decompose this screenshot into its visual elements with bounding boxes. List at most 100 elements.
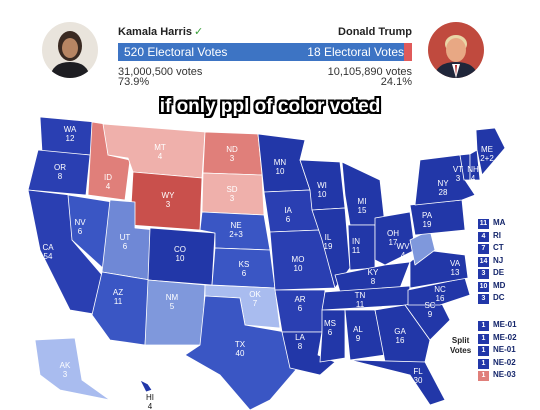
state-label-CA: CA (42, 243, 54, 252)
trump-name: Donald Trump (338, 26, 412, 38)
electoral-map: WA12OR8CA54NV6ID4MT4WY3UT6AZ11CO10NM5ND3… (27, 116, 506, 410)
small-state-CT: 7 CT (478, 243, 504, 255)
state-ev-TN: 11 (356, 300, 365, 309)
state-label-PA: PA (422, 211, 433, 220)
state-label-IN: IN (352, 237, 360, 246)
state-ev-AK: 3 (63, 370, 68, 379)
state-ev-TX: 40 (236, 349, 245, 358)
state-label-AK: AK (60, 361, 71, 370)
state-ev-IN: 11 (352, 246, 361, 255)
split-vote-district: NE-01 (493, 345, 516, 354)
state-NM (144, 279, 206, 346)
state-label-KY: KY (368, 268, 379, 277)
state-ev-WY: 3 (166, 200, 171, 209)
state-ev-UT: 6 (123, 242, 128, 251)
caption-banner: if only ppl of color voted (159, 96, 381, 117)
state-ev-CA: 54 (44, 252, 53, 261)
trump-ev-bar: 18 Electoral Votes (300, 43, 410, 61)
state-ev-AZ: 11 (114, 297, 123, 306)
split-votes-label: Split Votes (450, 336, 472, 355)
state-ev-ME: 2+2 (480, 154, 494, 163)
split-vote-ev: 1 (478, 371, 489, 381)
state-ev-NY: 28 (439, 188, 448, 197)
state-label-VA: VA (450, 259, 461, 268)
state-label-AL: AL (353, 325, 363, 334)
harris-ev-bar: 520 Electoral Votes (118, 43, 302, 61)
split-vote-ME-02: 1 ME-02 (478, 333, 517, 345)
state-ev-ND: 3 (230, 154, 235, 163)
split-vote-district: NE-02 (493, 357, 516, 367)
state-ev-KY: 8 (371, 277, 376, 286)
small-state-DC: 3 DC (478, 293, 505, 305)
state-ev-CO: 10 (176, 254, 185, 263)
state-NH (469, 149, 481, 181)
state-label-TX: TX (235, 340, 246, 349)
state-ev-WA: 12 (66, 134, 75, 143)
small-state-abbr: MA (493, 218, 506, 227)
state-HI (139, 379, 153, 393)
small-state-ev: 14 (478, 256, 489, 267)
state-ev-LA: 8 (298, 342, 303, 351)
harris-name: Kamala Harris (118, 26, 192, 38)
state-label-AZ: AZ (113, 288, 123, 297)
state-OH (374, 211, 416, 266)
state-label-SC: SC (424, 301, 435, 310)
split-vote-ev: 1 (478, 321, 489, 331)
state-ev-MO: 10 (294, 264, 303, 273)
state-label-NC: NC (434, 285, 446, 294)
state-ev-SD: 3 (230, 194, 235, 203)
state-ev-IL: 19 (324, 242, 333, 251)
state-ev-FL: 30 (414, 376, 423, 385)
state-ev-HI: 4 (148, 402, 153, 410)
small-state-ev: 10 (478, 281, 489, 292)
state-ev-PA: 19 (423, 220, 432, 229)
state-ev-NV: 6 (78, 227, 83, 236)
split-vote-ev: 1 (478, 333, 489, 344)
state-label-CO: CO (174, 245, 186, 254)
state-ev-OR: 8 (58, 172, 63, 181)
state-ev-SC: 9 (428, 310, 433, 319)
state-label-SD: SD (226, 185, 237, 194)
state-ev-AR: 6 (298, 304, 303, 313)
small-state-abbr: RI (493, 230, 501, 240)
state-KY (334, 261, 411, 293)
small-state-ev: 3 (478, 269, 489, 279)
split-vote-NE-02: 1 NE-02 (478, 358, 516, 370)
split-vote-ev: 1 (478, 346, 489, 356)
state-label-WY: WY (162, 191, 176, 200)
split-vote-ME-01: 1 ME-01 (478, 320, 517, 332)
state-ev-MT: 4 (158, 152, 163, 161)
state-label-GA: GA (394, 327, 406, 336)
small-state-DE: 3 DE (478, 268, 504, 280)
state-label-IA: IA (284, 206, 292, 215)
split-vote-NE-01: 1 NE-01 (478, 345, 516, 357)
state-label-AR: AR (294, 295, 305, 304)
state-FL (349, 359, 446, 406)
trump-avatar (428, 22, 484, 78)
state-label-NM: NM (166, 293, 179, 302)
state-label-NE: NE (230, 221, 241, 230)
split-vote-NE-03: 1 NE-03 (478, 370, 516, 382)
state-label-FL: FL (413, 367, 423, 376)
small-state-RI: 4 RI (478, 231, 501, 243)
state-label-MT: MT (154, 143, 166, 152)
split-vote-district: ME-01 (493, 320, 517, 329)
state-ev-ID: 4 (106, 182, 111, 191)
state-ev-MS: 6 (328, 328, 333, 337)
results-header: Kamala Harris ✓ 520 Electoral Votes 18 E… (0, 0, 540, 92)
state-ev-VA: 13 (451, 268, 460, 277)
check-icon: ✓ (194, 26, 204, 38)
state-ev-GA: 16 (396, 336, 405, 345)
trump-percent: 24.1% (380, 76, 412, 88)
state-label-OK: OK (249, 290, 261, 299)
state-ev-OK: 7 (253, 299, 258, 308)
state-label-IL: IL (325, 233, 332, 242)
state-label-NV: NV (74, 218, 86, 227)
state-label-NY: NY (437, 179, 449, 188)
split-vote-ev: 1 (478, 358, 489, 369)
split-vote-district: NE-03 (493, 370, 516, 379)
state-label-LA: LA (295, 333, 305, 342)
state-label-HI: HI (146, 393, 154, 402)
state-ME (475, 127, 506, 176)
state-label-ME: ME (481, 145, 493, 154)
